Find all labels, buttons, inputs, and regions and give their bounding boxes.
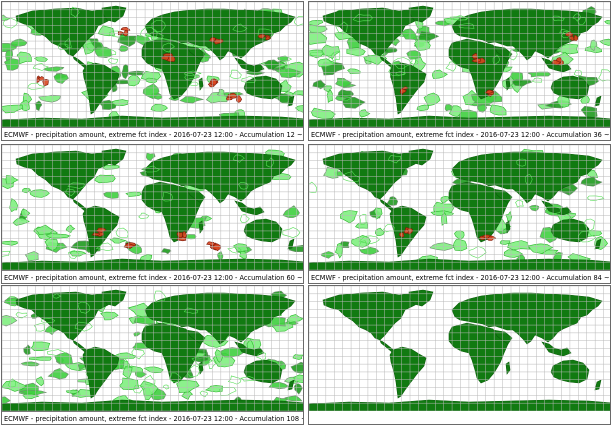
lat-lon-grid (309, 2, 610, 127)
extreme-area-south-atlantic (123, 242, 137, 249)
land-antarctica (309, 115, 610, 127)
forecast-map (2, 2, 303, 127)
land-southeast-asia (234, 57, 265, 73)
lat-lon-grid (2, 286, 303, 411)
land-antarctica (2, 399, 303, 411)
land-madagascar (505, 77, 511, 91)
map-panel-3: ECMWF - precipitation amount, extreme fc… (1, 144, 304, 284)
extreme-area-south-america (91, 227, 107, 237)
land-north-america (322, 291, 424, 341)
land-madagascar (505, 220, 511, 234)
forecast-map (2, 286, 303, 411)
forecast-map (2, 145, 303, 270)
extreme-area-south-africa (484, 89, 495, 97)
panel-caption: ECMWF - precipitation amount, extreme fc… (309, 127, 610, 140)
extreme-area-east-asia (257, 33, 272, 41)
extreme-area-south-africa (176, 231, 187, 242)
lat-lon-grid (309, 145, 610, 270)
land-madagascar (198, 220, 204, 234)
extreme-index-layer (91, 227, 222, 252)
land-southeast-asia (234, 341, 265, 357)
forecast-map (309, 145, 610, 270)
base-map (309, 286, 610, 411)
landmass-layer (309, 289, 610, 411)
panel-caption: ECMWF - precipitation amount, extreme fc… (2, 127, 303, 140)
landmass-layer (309, 5, 610, 127)
land-southeast-asia (541, 200, 572, 216)
land-north-america (15, 7, 117, 57)
lat-lon-grid (2, 145, 303, 270)
forecast-map (309, 2, 610, 127)
land-southeast-asia (541, 341, 572, 357)
panel-caption: ECMWF - precipitation amount, extreme fc… (2, 411, 303, 424)
map-panel-5: ECMWF - precipitation amount, extreme fc… (1, 285, 304, 425)
extreme-area-south-america (399, 86, 409, 95)
land-north-america (15, 291, 117, 341)
map-panel-2: ECMWF - precipitation amount, extreme fc… (308, 1, 611, 141)
extreme-area-central-africa (471, 52, 486, 64)
panel-caption: ECMWF - precipitation amount, extreme fc… (2, 270, 303, 283)
map-panel-6 (308, 285, 611, 425)
panel-caption: ECMWF - precipitation amount, extreme fc… (309, 270, 610, 283)
land-madagascar (198, 77, 204, 91)
land-southeast-asia (234, 200, 265, 216)
extreme-area-north-atlantic (117, 26, 131, 37)
land-antarctica (2, 258, 303, 270)
lat-lon-grid (2, 2, 303, 127)
landmass-layer (2, 289, 303, 411)
extreme-area-central-africa (160, 53, 176, 62)
map-panel-4: ECMWF - precipitation amount, extreme fc… (308, 144, 611, 284)
map-panel-1: ECMWF - precipitation amount, extreme fc… (1, 1, 304, 141)
landmass-layer (2, 148, 303, 270)
land-antarctica (2, 115, 303, 127)
land-north-america (322, 150, 424, 200)
land-north-america (15, 150, 117, 200)
land-antarctica (309, 399, 610, 411)
extreme-index-layer (399, 31, 579, 97)
lat-lon-grid (309, 286, 610, 411)
land-antarctica (309, 258, 610, 270)
land-north-america (322, 7, 424, 57)
land-madagascar (505, 361, 511, 375)
